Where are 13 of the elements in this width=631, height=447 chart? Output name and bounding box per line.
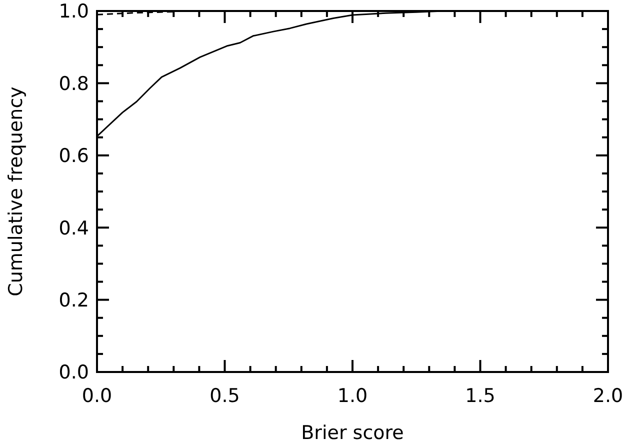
y-tick-label: 0.6 — [58, 145, 89, 168]
x-tick-label: 0.0 — [82, 385, 112, 407]
x-tick-label: 2.0 — [592, 385, 624, 407]
x-tick-label: 0.5 — [210, 385, 240, 407]
x-axis-title: Brier score — [301, 422, 404, 444]
y-tick-label: 0.2 — [58, 289, 89, 312]
y-tick-label: 0.0 — [58, 362, 89, 384]
x-tick-label: 1.0 — [337, 385, 368, 407]
y-tick-label: 1.0 — [58, 0, 89, 23]
y-tick-label: 0.8 — [58, 72, 89, 95]
x-tick-label: 1.5 — [465, 385, 496, 407]
y-axis-title: Cumulative frequency — [5, 86, 27, 296]
y-tick-label: 0.4 — [58, 217, 89, 240]
